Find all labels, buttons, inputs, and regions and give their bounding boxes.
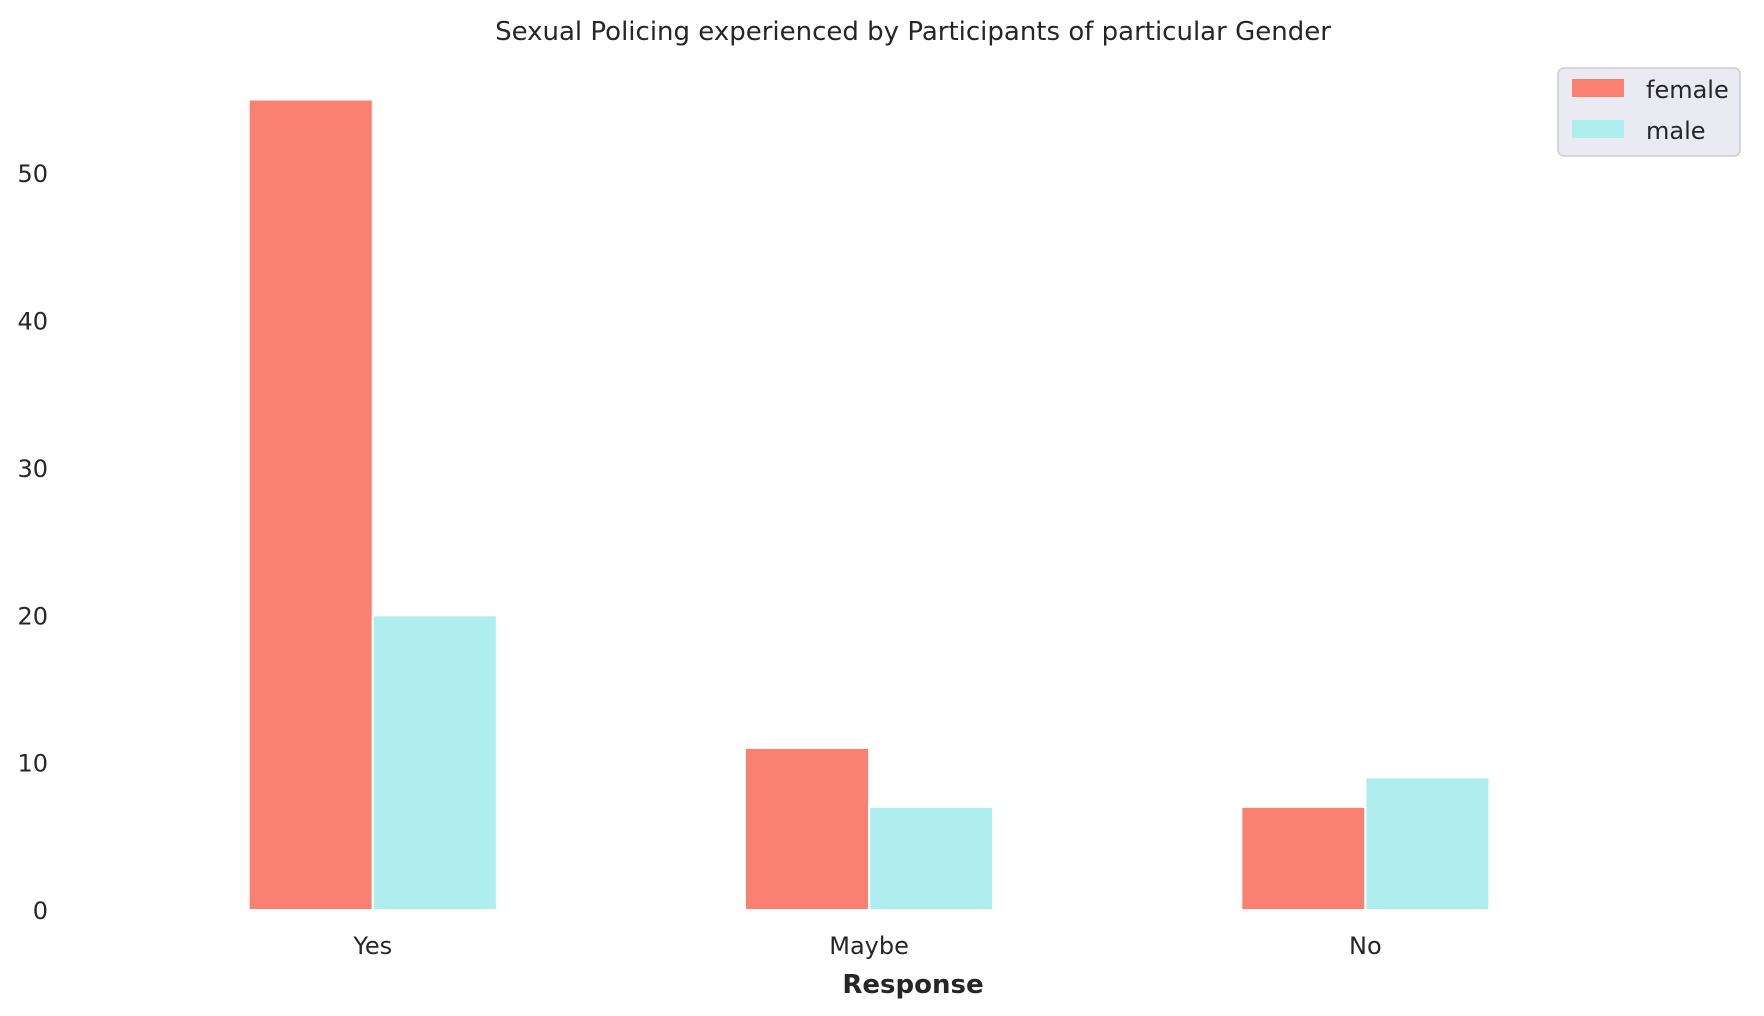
bar-male-maybe <box>868 805 995 911</box>
y-tick-label: 50 <box>17 160 48 188</box>
bar-female-yes <box>247 98 374 911</box>
x-tick-label: Maybe <box>829 932 909 960</box>
x-axis-label: Response <box>842 970 983 1000</box>
y-tick-label: 40 <box>17 308 48 336</box>
legend-swatch-male <box>1572 120 1624 138</box>
y-tick-label: 20 <box>17 602 48 630</box>
bar-female-no <box>1240 805 1367 911</box>
plot-area <box>247 98 1491 912</box>
y-tick-label: 10 <box>17 750 48 778</box>
legend: female male <box>1557 67 1741 157</box>
y-axis: 0 10 20 30 40 50 <box>17 160 48 925</box>
y-tick-label: 0 <box>33 897 48 925</box>
legend-label-male: male <box>1646 117 1706 145</box>
x-tick-label: No <box>1349 932 1382 960</box>
x-axis: Yes Maybe No <box>352 932 1381 960</box>
chart-title: Sexual Policing experienced by Participa… <box>495 17 1331 47</box>
bar-female-maybe <box>744 746 871 912</box>
y-tick-label: 30 <box>17 455 48 483</box>
bar-male-yes <box>371 614 498 912</box>
x-tick-label: Yes <box>352 932 392 960</box>
legend-label-female: female <box>1646 76 1729 104</box>
legend-swatch-female <box>1572 79 1624 97</box>
bar-male-no <box>1364 776 1491 911</box>
